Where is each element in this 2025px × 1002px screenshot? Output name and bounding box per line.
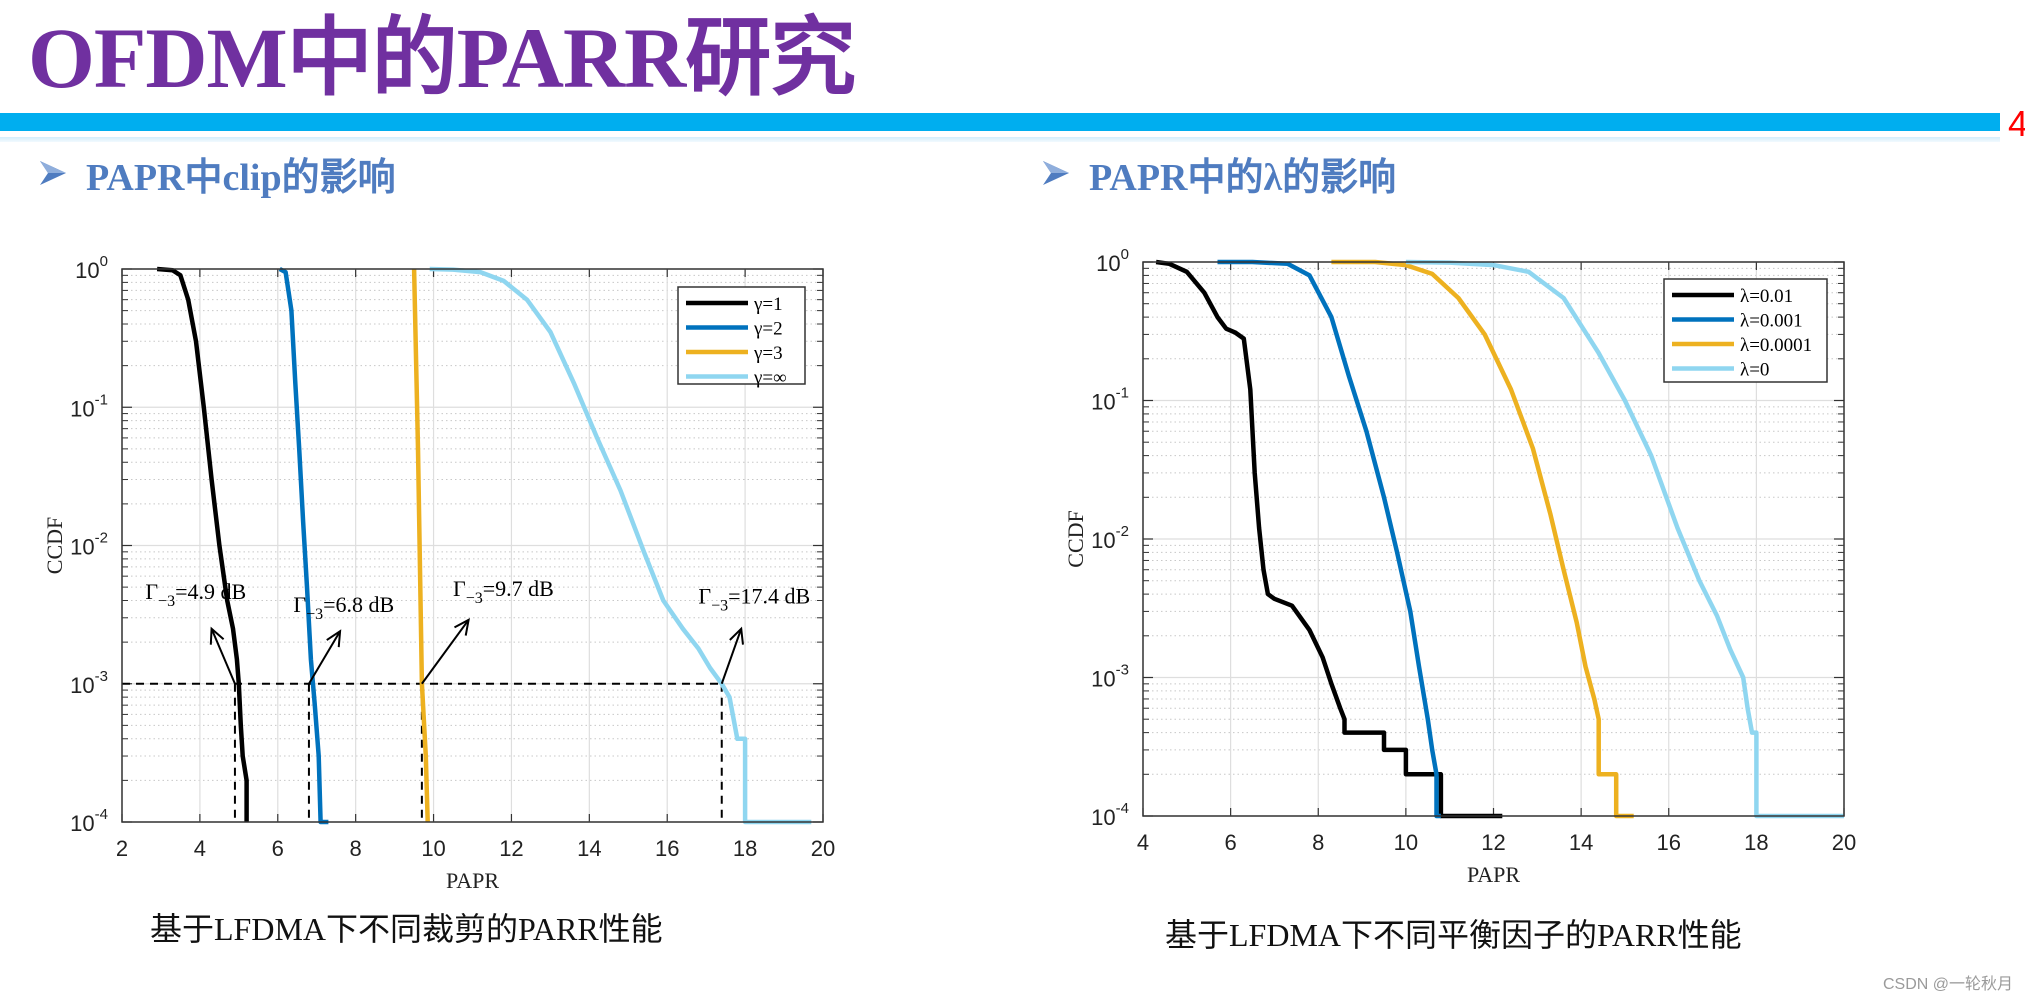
right-subtitle-text: PAPR中的λ的影响	[1089, 156, 1397, 199]
y-tick-label: 100	[1096, 246, 1129, 276]
y-tick-label: 10-1	[1091, 385, 1129, 415]
axes-frame	[121, 268, 824, 823]
legend-entry: γ=2	[753, 319, 783, 340]
y-tick-label: 10-3	[1091, 662, 1129, 692]
x-tick-label: 10	[421, 836, 445, 861]
y-axis-label: CCDF	[42, 517, 67, 574]
y-tick-label: 100	[75, 253, 108, 283]
slide-title: OFDM中的PARR研究	[28, 10, 856, 106]
y-tick-label: 10-1	[70, 391, 108, 421]
legend-entry: λ=0.01	[1740, 286, 1793, 307]
series-line-3	[1405, 259, 1844, 819]
gamma-annotation: Γ−3=17.4 dB	[698, 584, 810, 685]
page-number: 4	[2008, 103, 2025, 144]
ccdf-chart-lambda: 4 6 8 10 12 14 16 18 20 10-4 10-3 10-2 10-1 100 PAPR CC…	[1063, 246, 1856, 887]
series-line-0	[156, 266, 249, 822]
x-tick-label: 12	[1481, 830, 1505, 855]
x-tick-label: 14	[577, 836, 601, 861]
y-tick-label: 10-4	[1091, 800, 1129, 830]
svg-text:Γ−3=6.8 dB: Γ−3=6.8 dB	[293, 592, 394, 623]
x-tick-label: 16	[655, 836, 679, 861]
legend-entry: γ=1	[753, 294, 783, 315]
legend-entry: γ=∞	[753, 368, 787, 389]
bullet-arrow-icon	[1043, 161, 1069, 185]
ccdf-chart-clipping: 2 4 6 8 10 12 14 16 18 20 10-4 10-3 10-2 10-1 100 Γ−3=4…	[42, 253, 835, 893]
y-tick-label: 10-2	[70, 530, 108, 560]
x-tick-label: 4	[194, 836, 206, 861]
right-subtitle: PAPR中的λ的影响	[1041, 148, 1397, 199]
right-figure-caption: 基于LFDMA下不同平衡因子的PARR性能	[1165, 917, 1742, 953]
series-line-1	[278, 267, 329, 825]
y-tick-label: 10-4	[70, 806, 108, 836]
legend-entry: γ=3	[753, 343, 783, 364]
series-line-2	[1331, 259, 1634, 819]
watermark: CSDN @一轮秋月	[1882, 976, 2013, 993]
svg-text:Γ−3=17.4 dB: Γ−3=17.4 dB	[698, 584, 810, 615]
x-tick-label: 4	[1137, 830, 1149, 855]
left-figure-caption: 基于LFDMA下不同裁剪的PARR性能	[150, 911, 663, 947]
x-tick-label: 10	[1394, 830, 1418, 855]
x-tick-label: 16	[1657, 830, 1681, 855]
header-accent-bar	[0, 113, 2000, 131]
legend-entry: λ=0.0001	[1740, 335, 1812, 356]
x-tick-label: 6	[1225, 830, 1237, 855]
gamma-annotation: Γ−3=6.8 dB	[293, 592, 394, 685]
x-tick-label: 18	[1744, 830, 1768, 855]
svg-text:Γ−3=4.9 dB: Γ−3=4.9 dB	[145, 579, 246, 610]
chart-legend: λ=0.01 λ=0.001 λ=0.0001 λ=0	[1663, 278, 1828, 383]
series-line-1	[1217, 259, 1441, 819]
chart-legend: γ=1 γ=2 γ=3 γ=∞	[677, 286, 806, 389]
gamma-annotation: Γ−3=9.7 dB	[421, 576, 554, 685]
y-tick-label: 10-2	[1091, 523, 1129, 553]
series-line-3	[429, 266, 812, 825]
x-tick-label: 18	[733, 836, 757, 861]
y-tick-label: 10-3	[70, 668, 108, 698]
x-tick-label: 14	[1569, 830, 1593, 855]
x-tick-label: 12	[499, 836, 523, 861]
x-tick-label: 8	[350, 836, 362, 861]
x-tick-label: 20	[811, 836, 835, 861]
x-axis-label: PAPR	[1467, 862, 1520, 887]
gamma-annotation: Γ−3=4.9 dB	[145, 579, 246, 685]
left-subtitle: PAPR中clip的影响	[38, 148, 396, 199]
series-line-2	[411, 268, 430, 823]
y-axis-label: CCDF	[1063, 510, 1088, 567]
x-tick-label: 20	[1832, 830, 1856, 855]
left-subtitle-text: PAPR中clip的影响	[86, 156, 396, 199]
legend-entry: λ=0.001	[1740, 311, 1803, 332]
x-tick-label: 6	[272, 836, 284, 861]
header-divider	[0, 137, 2000, 142]
legend-entry: λ=0	[1740, 360, 1769, 381]
axes-frame	[1142, 261, 1845, 817]
x-tick-label: 2	[116, 836, 128, 861]
series-line-0	[1155, 259, 1503, 819]
svg-text:Γ−3=9.7 dB: Γ−3=9.7 dB	[453, 576, 554, 607]
bullet-arrow-icon	[40, 161, 66, 185]
x-axis-label: PAPR	[446, 868, 499, 893]
x-tick-label: 8	[1312, 830, 1324, 855]
